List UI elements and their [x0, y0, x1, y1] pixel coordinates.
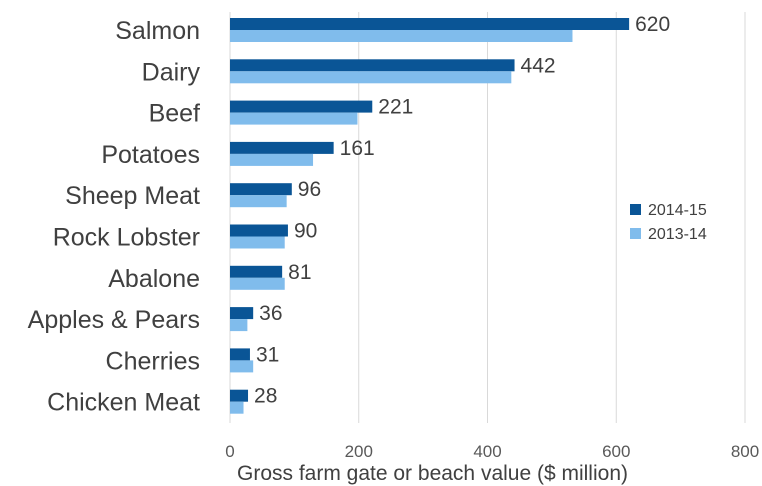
data-label: 442	[521, 54, 556, 77]
bar-2014-15	[230, 100, 373, 113]
category-label: Chicken Meat	[47, 389, 200, 417]
bar-2014-15	[230, 307, 254, 320]
bar-2013-14	[230, 236, 285, 249]
bar-2013-14	[230, 112, 358, 125]
bar-2014-15	[230, 389, 249, 402]
bar-2014-15	[230, 183, 292, 196]
x-tick-label: 400	[473, 442, 501, 461]
data-label: 96	[298, 178, 321, 201]
category-label: Beef	[149, 100, 200, 128]
data-label: 31	[256, 343, 279, 366]
category-labels: Salmon Dairy Beef Potatoes Sheep Meat Rock Lo…	[28, 17, 201, 417]
bar-2013-14	[230, 277, 285, 290]
category-label: Sheep Meat	[65, 182, 200, 210]
data-label: 161	[340, 137, 375, 160]
bar-2013-14	[230, 71, 512, 84]
bar-2014-15	[230, 348, 250, 361]
bar-2014-15	[230, 59, 515, 72]
category-label: Dairy	[142, 58, 201, 86]
data-label: 221	[378, 96, 413, 119]
bar-2014-15	[230, 265, 283, 278]
bars	[230, 18, 630, 414]
x-axis-ticks: 0 200 400 600 800	[225, 442, 759, 461]
bar-2013-14	[230, 401, 244, 414]
bar-2013-14	[230, 195, 287, 208]
category-label: Rock Lobster	[53, 224, 200, 252]
bar-2014-15	[230, 18, 630, 30]
legend-label: 2014-15	[648, 202, 707, 219]
data-label: 28	[254, 385, 277, 408]
legend: 2014-15 2013-14	[630, 202, 707, 243]
x-tick-label: 200	[345, 442, 373, 461]
category-label: Abalone	[108, 265, 200, 293]
bar-2014-15	[230, 224, 288, 237]
data-label: 90	[294, 220, 317, 243]
legend-swatch	[630, 228, 641, 239]
category-label: Cherries	[106, 347, 200, 375]
data-label: 81	[288, 261, 311, 284]
bar-2013-14	[230, 319, 248, 332]
category-label: Apples & Pears	[28, 306, 200, 334]
bar-2013-14	[230, 360, 254, 373]
x-tick-label: 0	[225, 442, 234, 461]
category-label: Salmon	[115, 17, 200, 45]
legend-label: 2013-14	[648, 226, 707, 243]
data-label: 36	[259, 302, 282, 325]
x-axis-title: Gross farm gate or beach value ($ millio…	[237, 462, 628, 485]
bar-2013-14	[230, 30, 573, 42]
bar-2013-14	[230, 153, 314, 166]
bar-2014-15	[230, 141, 334, 154]
x-tick-label: 600	[602, 442, 630, 461]
legend-swatch	[630, 204, 641, 215]
category-label: Potatoes	[101, 141, 200, 169]
data-label: 620	[635, 13, 670, 36]
x-tick-label: 800	[731, 442, 759, 461]
